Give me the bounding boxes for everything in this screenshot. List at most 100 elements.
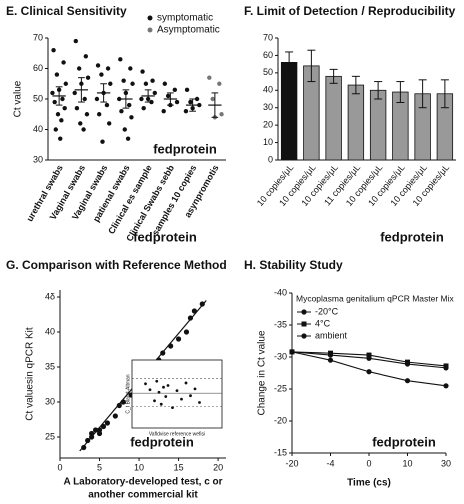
data-point <box>85 437 91 444</box>
data-point <box>140 69 145 74</box>
x-axis-label: another commercial kit <box>88 490 198 501</box>
data-point <box>99 72 104 77</box>
y-tick-label: 60 <box>263 50 273 60</box>
data-point <box>118 57 123 62</box>
x-tick-label: -4 <box>326 458 334 468</box>
y-tick-label: 60 <box>33 63 43 73</box>
data-point <box>184 87 190 93</box>
y-tick-label: 70 <box>263 32 273 42</box>
y-tick-label: 10 <box>263 137 273 147</box>
data-point <box>53 127 58 132</box>
data-point <box>165 93 171 99</box>
data-point <box>152 90 157 96</box>
legend-marker <box>301 309 307 315</box>
x-tick-label: 15 <box>174 462 184 472</box>
y-tick-label: 40 <box>33 124 43 134</box>
data-point <box>60 96 65 102</box>
y-tick-label: 4δ <box>45 291 55 301</box>
inset-point <box>171 406 174 409</box>
data-point <box>104 102 110 108</box>
data-point <box>85 75 91 80</box>
data-point <box>62 105 67 111</box>
inset-point <box>153 399 156 403</box>
bar <box>280 62 298 161</box>
data-point <box>150 78 155 83</box>
data-point <box>404 378 411 384</box>
data-point <box>74 105 80 111</box>
data-point <box>50 90 55 96</box>
data-point <box>119 109 124 114</box>
y-tick-label: 30 <box>45 396 55 406</box>
data-point <box>127 102 132 108</box>
inset-point <box>148 388 152 392</box>
data-point <box>58 136 63 141</box>
x-tick-label: 30 <box>441 458 451 468</box>
data-point <box>443 383 449 389</box>
inset-point <box>159 402 163 406</box>
x-tick-label: 0 <box>366 458 371 468</box>
data-point <box>81 127 86 132</box>
bar <box>325 75 342 161</box>
bar <box>347 84 365 161</box>
inset-point <box>144 382 147 386</box>
watermark: fedprotein <box>153 141 217 156</box>
y-tick-label: 50 <box>263 67 273 77</box>
inset-point <box>164 395 168 398</box>
data-point <box>72 90 77 96</box>
watermark: fedprotein <box>133 229 197 244</box>
legend-marker <box>147 27 153 33</box>
data-point <box>210 96 215 102</box>
data-point <box>328 350 333 356</box>
data-point <box>106 121 112 126</box>
inset-y-label: C_t Bland-Altman <box>125 374 131 413</box>
data-point <box>94 96 100 102</box>
data-point <box>139 96 144 102</box>
x-tick-label: -20 <box>285 458 298 468</box>
data-point <box>76 66 82 71</box>
data-point <box>112 413 118 419</box>
data-point <box>55 112 61 117</box>
y-tick-label: -15 <box>274 447 287 457</box>
y-tick-label: 40 <box>45 326 55 336</box>
x-tick-label: 5 <box>97 462 102 472</box>
data-point <box>129 115 134 120</box>
y-tick-label: -20 <box>274 415 287 425</box>
data-point <box>162 81 168 86</box>
inset-point <box>193 387 197 391</box>
data-point <box>100 423 107 430</box>
data-point <box>120 399 126 405</box>
data-point <box>289 349 295 355</box>
data-point <box>54 72 60 77</box>
data-point <box>188 99 193 105</box>
data-point <box>217 81 222 86</box>
data-point <box>51 48 56 53</box>
data-point <box>160 350 166 356</box>
data-point <box>172 87 178 93</box>
data-point <box>191 308 197 314</box>
y-tick-label: -25 <box>274 383 287 393</box>
inset-point <box>155 379 159 383</box>
data-point <box>125 136 131 141</box>
data-point <box>52 99 57 105</box>
y-axis-label: Ct value <box>13 80 24 117</box>
data-point <box>141 105 146 111</box>
data-point <box>122 127 127 132</box>
data-point <box>327 357 334 363</box>
x-tick-label: 10 <box>402 458 412 468</box>
legend-title: Mycoplasma genitalium qPCR Master Mix <box>296 293 455 303</box>
y-tick-label: 0 <box>268 154 273 164</box>
y-tick-label: 35 <box>45 361 55 371</box>
data-point <box>96 112 102 117</box>
legend-marker <box>301 321 307 327</box>
data-point <box>130 81 135 86</box>
inset-point <box>162 385 165 389</box>
data-point <box>104 420 111 426</box>
panel-title: E. Clinical Sensitivity <box>6 4 127 18</box>
data-point <box>366 369 372 375</box>
legend-label: 4°C <box>315 318 331 328</box>
y-axis-label: Change in Ct value <box>257 330 268 415</box>
x-tick-label: 20 <box>213 462 223 472</box>
y-tick-label: 25 <box>45 431 55 441</box>
data-point <box>405 359 410 365</box>
